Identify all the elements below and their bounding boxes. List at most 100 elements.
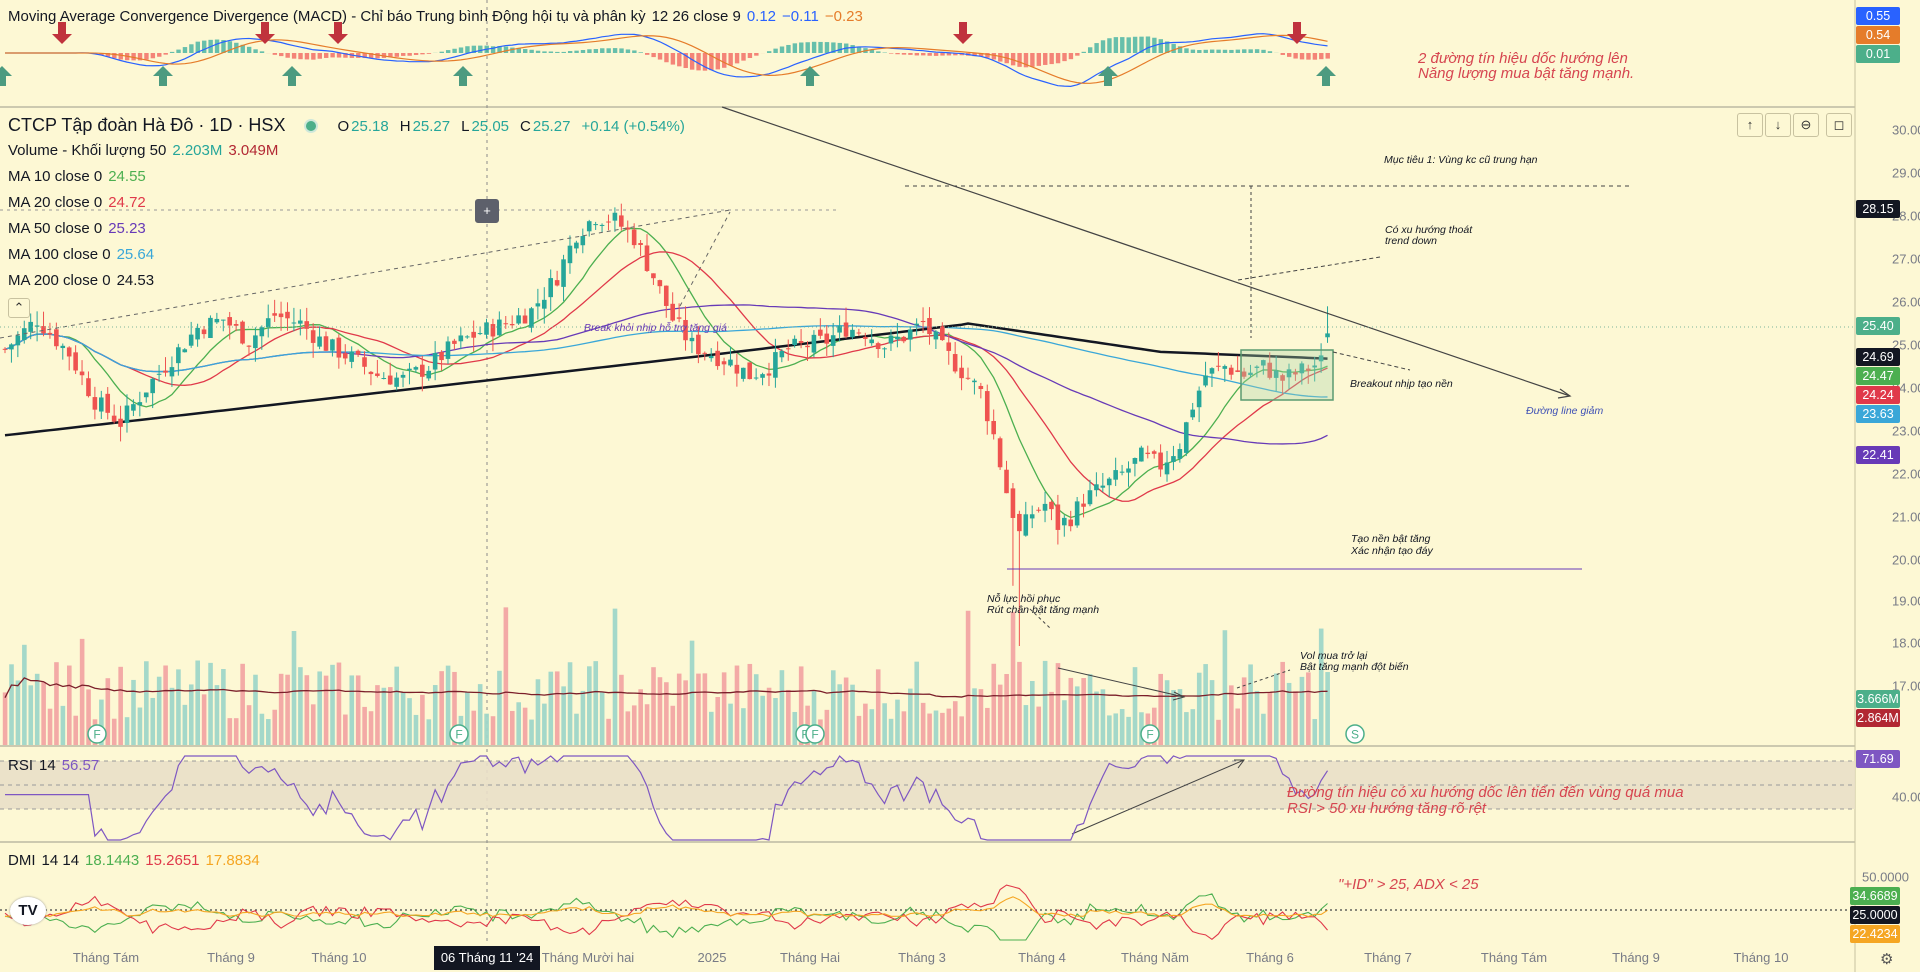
candle-body <box>1325 333 1330 338</box>
candle-body <box>497 319 502 336</box>
macd-bar <box>696 53 701 71</box>
move-down-button[interactable]: ↓ <box>1765 113 1791 137</box>
macd-bar <box>580 50 586 53</box>
add-plus-button[interactable]: + <box>475 199 499 223</box>
macd-v2: −0.11 <box>782 8 819 25</box>
move-up-button[interactable]: ↑ <box>1737 113 1763 137</box>
volume-bar <box>1113 713 1119 745</box>
macd-bar <box>253 49 258 53</box>
candle-body <box>381 378 387 380</box>
volume-bar <box>978 689 984 745</box>
macd-bar <box>1017 53 1022 67</box>
macd-bar <box>1094 43 1099 53</box>
x-axis-label: Tháng 4 <box>1018 950 1066 965</box>
volume-bar <box>272 709 278 745</box>
macd-bar <box>645 53 650 55</box>
macd-bar <box>413 53 419 55</box>
x-axis-label: Tháng Tám <box>1480 950 1548 965</box>
dmi-v2: 15.2651 <box>145 852 200 869</box>
indicator-value: 3.049M <box>228 142 279 159</box>
h-label: H <box>399 118 411 135</box>
indicator-ma20[interactable]: MA 20 close 0 24.72 <box>8 194 152 211</box>
candle-body <box>554 280 560 286</box>
macd-bar <box>478 45 483 53</box>
macd-bar <box>1145 36 1151 53</box>
volume-bar <box>15 680 21 745</box>
volume-bar <box>1222 630 1228 745</box>
volume-bar <box>638 689 643 745</box>
volume-bar <box>657 677 663 745</box>
volume-bar <box>317 671 322 745</box>
ann-vol1: Vol mua trở lại <box>1300 650 1368 662</box>
dmi-v1: 18.1443 <box>85 852 140 869</box>
symbol-name[interactable]: CTCP Tập đoàn Hà Đô · 1D · HSX <box>8 115 286 135</box>
candle-body <box>375 373 380 376</box>
rsi-legend[interactable]: RSI 14 56.57 <box>8 757 105 774</box>
indicator-ma50[interactable]: MA 50 close 0 25.23 <box>8 220 152 237</box>
ma-20-line <box>4 251 1328 502</box>
volume-bar <box>709 711 714 745</box>
candle-body <box>317 336 322 347</box>
volume-bar <box>1267 691 1273 745</box>
volume-bar <box>34 673 40 745</box>
candle-body <box>830 335 836 346</box>
macd-bar <box>150 53 156 59</box>
indicator-ma10[interactable]: MA 10 close 0 24.55 <box>8 168 152 185</box>
candle-body <box>1042 503 1048 511</box>
indicator-volume[interactable]: Volume - Khối lượng 50 2.203M 3.049M <box>8 142 284 159</box>
macd-bar <box>317 53 322 59</box>
macd-bar <box>542 51 547 53</box>
candle-body <box>850 329 855 338</box>
hide-pane-button[interactable]: ⊖ <box>1793 113 1819 137</box>
candle-body <box>676 317 682 319</box>
candle-body <box>1132 458 1138 464</box>
candle-body <box>1261 360 1266 366</box>
event-flag-label: S <box>1351 728 1359 742</box>
dmi-legend[interactable]: DMI 14 14 18.1443 15.2651 17.8834 <box>8 852 266 869</box>
volume-bar <box>1074 686 1080 745</box>
candle-body <box>1241 371 1247 377</box>
indicator-ma200[interactable]: MA 200 close 0 24.53 <box>8 272 160 289</box>
volume-bar <box>323 675 329 745</box>
macd-bar <box>272 53 278 55</box>
rsi-badge: 71.69 <box>1856 750 1900 768</box>
volume-bar <box>1030 681 1035 745</box>
candle-body <box>914 323 919 326</box>
candle-body <box>805 345 810 348</box>
macd-bar <box>1068 53 1074 60</box>
volume-bar <box>753 674 759 745</box>
macd-arrows <box>0 22 1336 86</box>
volume-bar <box>420 694 425 745</box>
candle-body <box>1273 370 1279 378</box>
candle-body <box>875 343 881 350</box>
candle-body <box>715 350 720 367</box>
volume-bar <box>47 708 53 745</box>
macd-bar <box>799 42 804 53</box>
volume-bar <box>779 670 785 745</box>
volume-bar <box>349 675 355 745</box>
price-axis-label: 22.00 <box>1892 466 1920 482</box>
candle-body <box>188 334 194 346</box>
indicator-ma100[interactable]: MA 100 close 0 25.64 <box>8 246 160 263</box>
maximize-pane-button[interactable]: ◻ <box>1826 113 1852 137</box>
candle-body <box>683 320 688 341</box>
collapse-legend-button[interactable]: ⌃ <box>8 298 30 318</box>
volume-bar <box>529 719 534 745</box>
x-axis-label: Tháng Mười hai <box>541 950 635 965</box>
macd-bar <box>1235 49 1241 53</box>
volume-bar <box>1209 680 1215 745</box>
volume-bar <box>1293 691 1298 745</box>
candle-body <box>28 321 33 332</box>
macd-bar <box>1319 53 1324 60</box>
indicator-label: MA 10 close 0 <box>8 168 103 185</box>
macd-badge: 0.54 <box>1856 26 1900 44</box>
volume-bar <box>298 667 303 745</box>
candle-body <box>882 348 887 350</box>
volume-bar <box>1196 672 1202 745</box>
dmi-plus-line <box>4 893 1328 941</box>
x-axis-label: Tháng 7 <box>1364 950 1412 965</box>
settings-gear-icon[interactable]: ⚙ <box>1880 951 1894 968</box>
buy-arrow-icon <box>0 66 12 86</box>
